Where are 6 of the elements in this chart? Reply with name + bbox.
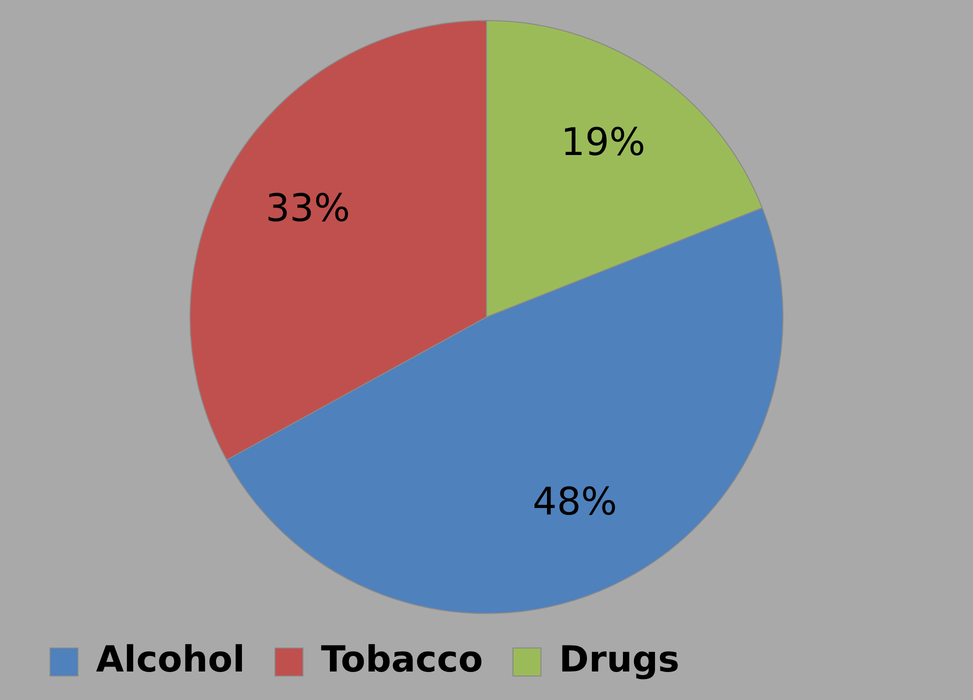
data-label: 33% bbox=[266, 186, 350, 230]
data-label: 19% bbox=[560, 120, 646, 164]
data-label: 48% bbox=[532, 480, 618, 524]
legend-label: Tobacco bbox=[320, 639, 483, 680]
legend-label: Drugs bbox=[558, 639, 680, 680]
legend-label: Alcohol bbox=[96, 639, 245, 680]
